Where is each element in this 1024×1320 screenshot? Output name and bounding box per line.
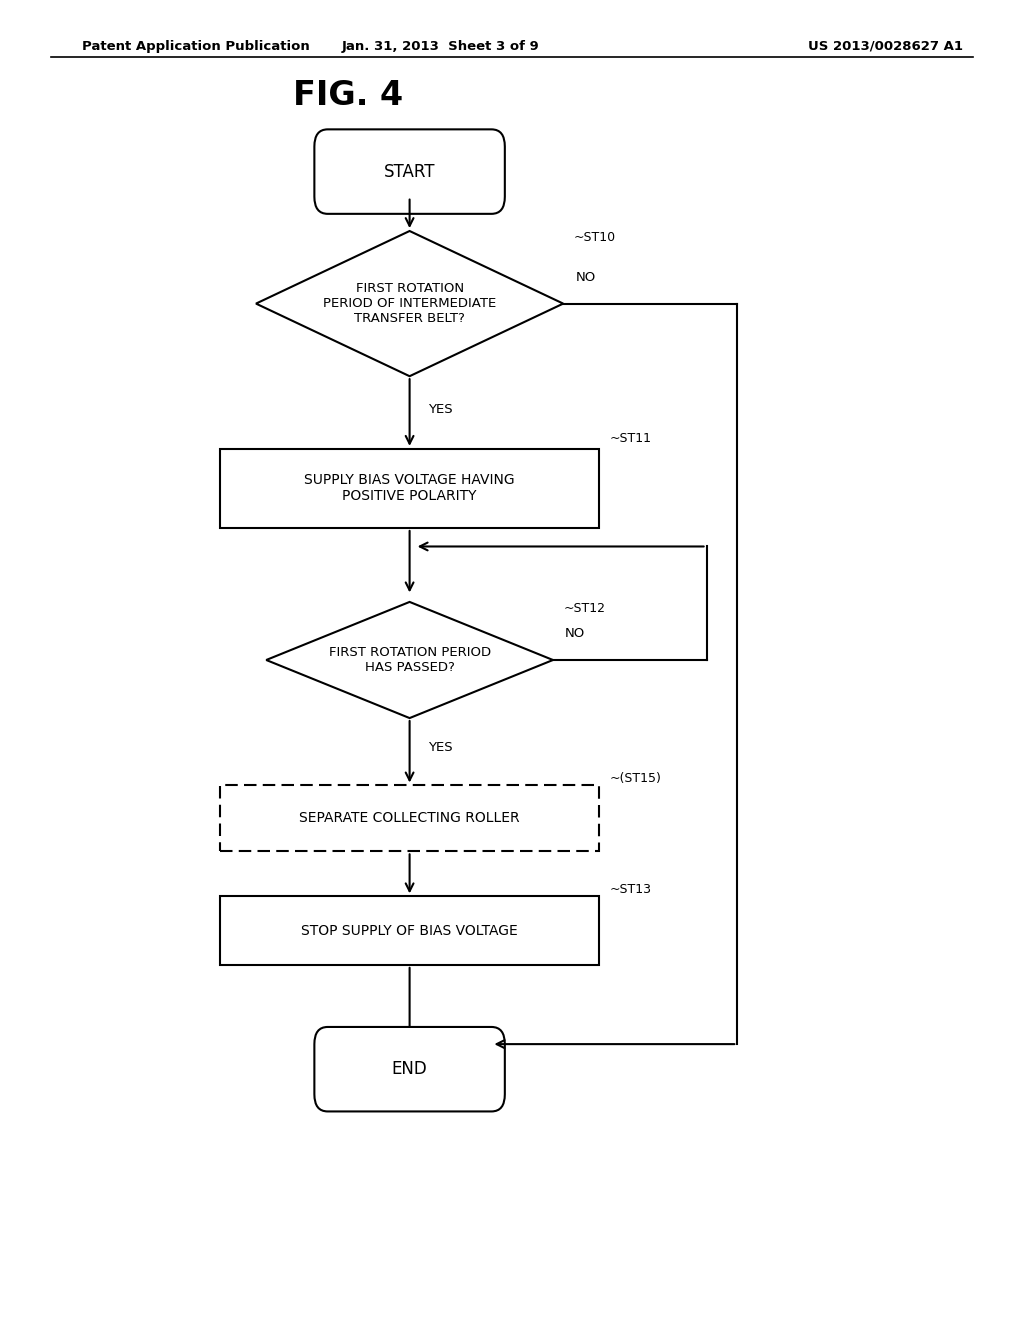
Text: ~ST13: ~ST13 <box>609 883 651 896</box>
Text: FIG. 4: FIG. 4 <box>293 79 403 112</box>
Text: YES: YES <box>428 741 453 754</box>
Bar <box>220 785 599 851</box>
Text: STOP SUPPLY OF BIAS VOLTAGE: STOP SUPPLY OF BIAS VOLTAGE <box>301 924 518 937</box>
Text: ~ST11: ~ST11 <box>609 432 651 445</box>
Text: NO: NO <box>565 627 586 640</box>
Text: END: END <box>392 1060 427 1078</box>
Bar <box>220 449 599 528</box>
Polygon shape <box>266 602 553 718</box>
Text: SEPARATE COLLECTING ROLLER: SEPARATE COLLECTING ROLLER <box>299 812 520 825</box>
Bar <box>220 896 599 965</box>
Text: US 2013/0028627 A1: US 2013/0028627 A1 <box>808 40 963 53</box>
Text: ~ST12: ~ST12 <box>563 602 605 615</box>
FancyBboxPatch shape <box>314 1027 505 1111</box>
Text: NO: NO <box>575 271 596 284</box>
Text: ~ST10: ~ST10 <box>573 231 615 244</box>
Text: START: START <box>384 162 435 181</box>
Text: Jan. 31, 2013  Sheet 3 of 9: Jan. 31, 2013 Sheet 3 of 9 <box>341 40 540 53</box>
Polygon shape <box>256 231 563 376</box>
Text: SUPPLY BIAS VOLTAGE HAVING
POSITIVE POLARITY: SUPPLY BIAS VOLTAGE HAVING POSITIVE POLA… <box>304 474 515 503</box>
Text: YES: YES <box>428 403 453 416</box>
Text: ~(ST15): ~(ST15) <box>609 772 662 785</box>
Text: Patent Application Publication: Patent Application Publication <box>82 40 309 53</box>
Text: FIRST ROTATION PERIOD
HAS PASSED?: FIRST ROTATION PERIOD HAS PASSED? <box>329 645 490 675</box>
Text: FIRST ROTATION
PERIOD OF INTERMEDIATE
TRANSFER BELT?: FIRST ROTATION PERIOD OF INTERMEDIATE TR… <box>323 282 497 325</box>
FancyBboxPatch shape <box>314 129 505 214</box>
